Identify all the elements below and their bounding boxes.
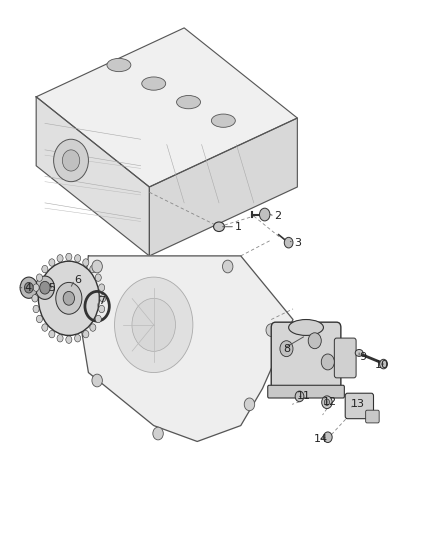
FancyBboxPatch shape [271, 322, 341, 397]
Circle shape [49, 330, 55, 338]
Circle shape [380, 359, 388, 369]
Circle shape [49, 259, 55, 266]
Text: 10: 10 [375, 360, 389, 369]
Circle shape [66, 336, 72, 343]
Circle shape [40, 281, 50, 294]
Ellipse shape [214, 222, 224, 231]
Circle shape [92, 260, 102, 273]
Circle shape [95, 274, 101, 281]
Circle shape [244, 398, 254, 411]
Circle shape [66, 253, 72, 261]
Text: 14: 14 [314, 434, 328, 444]
Circle shape [280, 341, 293, 357]
Polygon shape [149, 118, 297, 256]
Text: 11: 11 [297, 391, 311, 401]
Circle shape [42, 265, 48, 273]
Circle shape [308, 333, 321, 349]
Circle shape [322, 396, 332, 409]
Circle shape [83, 330, 89, 338]
Circle shape [20, 277, 38, 298]
Text: 4: 4 [24, 282, 31, 293]
FancyBboxPatch shape [366, 410, 379, 423]
Circle shape [57, 335, 63, 342]
Circle shape [95, 316, 101, 322]
Ellipse shape [355, 350, 363, 357]
Text: 5: 5 [48, 282, 55, 293]
Circle shape [259, 208, 270, 221]
Circle shape [56, 282, 82, 314]
Text: 2: 2 [274, 211, 281, 221]
Circle shape [36, 274, 42, 281]
Text: 8: 8 [283, 344, 290, 354]
Polygon shape [36, 97, 149, 256]
Text: 13: 13 [351, 399, 365, 409]
Text: 7: 7 [98, 296, 105, 306]
Circle shape [100, 295, 106, 302]
Circle shape [323, 432, 332, 442]
FancyBboxPatch shape [345, 393, 374, 419]
Circle shape [132, 298, 176, 351]
Text: 6: 6 [74, 274, 81, 285]
Ellipse shape [107, 59, 131, 71]
Circle shape [25, 282, 33, 293]
Ellipse shape [212, 114, 235, 127]
Text: 3: 3 [294, 238, 301, 248]
Polygon shape [36, 28, 297, 187]
Ellipse shape [177, 95, 201, 109]
Circle shape [90, 265, 96, 273]
Circle shape [42, 324, 48, 332]
Circle shape [284, 237, 293, 248]
Circle shape [33, 284, 39, 292]
Circle shape [35, 276, 54, 300]
Circle shape [223, 260, 233, 273]
Circle shape [324, 399, 329, 406]
FancyBboxPatch shape [268, 385, 344, 398]
Circle shape [83, 259, 89, 266]
Ellipse shape [142, 77, 166, 90]
Circle shape [295, 391, 304, 402]
FancyBboxPatch shape [334, 338, 356, 378]
Circle shape [53, 139, 88, 182]
Polygon shape [80, 256, 293, 441]
Circle shape [63, 292, 74, 305]
Circle shape [99, 284, 105, 292]
Circle shape [99, 305, 105, 313]
Text: 12: 12 [323, 397, 337, 407]
Circle shape [57, 255, 63, 262]
Circle shape [321, 354, 334, 370]
Text: 1: 1 [235, 222, 242, 232]
Circle shape [74, 335, 81, 342]
Circle shape [153, 427, 163, 440]
Circle shape [32, 295, 38, 302]
Circle shape [92, 374, 102, 387]
Ellipse shape [289, 319, 323, 335]
Circle shape [74, 255, 81, 262]
Circle shape [115, 277, 193, 373]
Circle shape [62, 150, 80, 171]
Circle shape [39, 261, 99, 335]
Circle shape [36, 316, 42, 322]
Circle shape [90, 324, 96, 332]
Circle shape [266, 324, 276, 336]
Circle shape [33, 305, 39, 313]
Text: 9: 9 [359, 352, 366, 361]
